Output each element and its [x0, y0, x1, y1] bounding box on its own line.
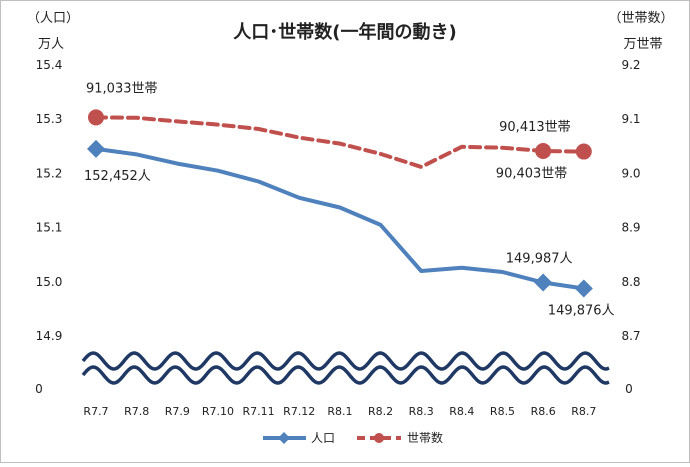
x-tick-label: R8.7 — [571, 405, 596, 418]
x-tick-label: R8.4 — [449, 405, 474, 418]
left-tick-label: 15.1 — [36, 221, 63, 235]
series-line-households — [94, 115, 586, 169]
left-axis-ticks: 15.4 15.3 15.2 15.1 15.0 14.9 0 — [35, 58, 62, 396]
population-marker — [574, 279, 593, 298]
right-tick-label: 9.2 — [621, 58, 640, 72]
series-layer — [87, 109, 593, 298]
data-label: 152,452人 — [84, 169, 151, 184]
x-tick-label: R7.11 — [243, 405, 275, 418]
x-tick-label: R8.2 — [368, 405, 393, 418]
right-axis-ticks: 9.2 9.1 9.0 8.9 8.8 8.7 0 — [621, 58, 640, 396]
right-axis-unit-line1: （世帯数） — [608, 11, 673, 26]
x-tick-label: R8.6 — [531, 405, 556, 418]
legend-households-marker — [374, 433, 384, 443]
x-tick-label: R8.5 — [490, 405, 515, 418]
x-tick-label: R7.8 — [124, 405, 149, 418]
households-marker — [575, 143, 592, 160]
x-tick-label: R7.7 — [83, 405, 108, 418]
left-tick-label: 15.4 — [36, 58, 63, 72]
left-tick-label: 15.2 — [36, 166, 63, 180]
households-marker — [88, 109, 104, 126]
x-tick-label: R8.3 — [409, 405, 434, 418]
axis-break-wave-1 — [81, 351, 610, 371]
axis-break-wave-2 — [81, 365, 610, 385]
left-tick-label: 15.3 — [36, 112, 63, 126]
left-tick-label: 15.0 — [36, 275, 63, 289]
axis-break-waves — [81, 351, 610, 385]
left-tick-label: 14.9 — [36, 329, 63, 343]
data-labels: 152,452人 149,987人 149,876人 91,033世帯 90,413世帯… — [84, 81, 615, 318]
left-axis-unit-line2: 万人 — [38, 37, 64, 52]
right-tick-label: 9.1 — [621, 112, 640, 126]
data-label: 90,413世帯 — [499, 120, 571, 135]
x-tick-label: R8.1 — [327, 405, 352, 418]
left-zero-label: 0 — [35, 382, 43, 396]
population-marker — [534, 273, 553, 292]
chart-title: 人口･世帯数(一年間の動き) — [233, 21, 456, 43]
right-zero-label: 0 — [625, 382, 633, 396]
legend: 人口 世帯数 — [263, 430, 443, 445]
data-label: 149,987人 — [506, 252, 573, 267]
data-label: 149,876人 — [548, 304, 615, 319]
x-axis-ticks: R7.7 R7.8 R7.9 R7.10 R7.11 R7.12 R8.1 R8.2 R8.3 R… — [83, 405, 596, 418]
legend-households-label: 世帯数 — [407, 430, 443, 445]
population-marker — [87, 139, 105, 158]
right-tick-label: 8.8 — [621, 275, 640, 289]
right-axis-unit-line2: 万世帯 — [623, 37, 662, 52]
data-label: 90,403世帯 — [496, 167, 568, 182]
x-tick-label: R7.9 — [165, 405, 190, 418]
right-tick-label: 9.0 — [621, 166, 640, 180]
right-tick-label: 8.7 — [621, 329, 640, 343]
x-tick-label: R7.12 — [283, 405, 315, 418]
series-line-population — [94, 146, 586, 291]
households-marker — [535, 143, 552, 160]
right-tick-label: 8.9 — [621, 221, 640, 235]
left-axis-unit-line1: （人口） — [27, 11, 79, 26]
data-label: 91,033世帯 — [86, 81, 158, 96]
x-tick-label: R7.10 — [202, 405, 234, 418]
legend-population-marker — [278, 432, 290, 444]
legend-population-label: 人口 — [311, 431, 335, 445]
